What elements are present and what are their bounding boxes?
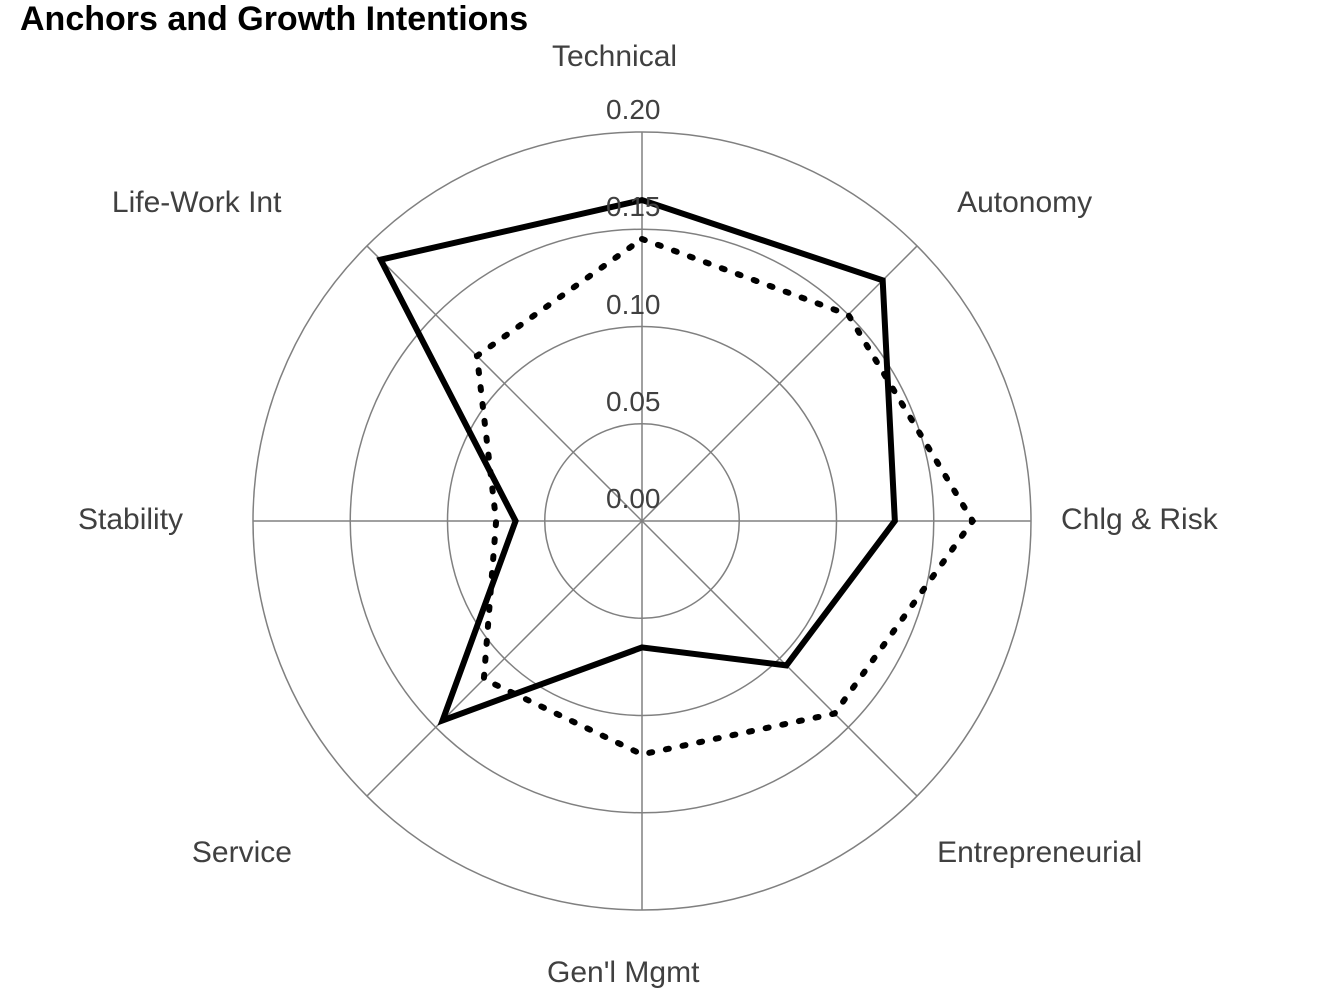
radar-chart-canvas: Anchors and Growth Intentions TechnicalA…	[0, 0, 1327, 993]
series-group	[381, 200, 973, 754]
grid-spokes	[253, 132, 1031, 910]
axis-label: Gen'l Mgmt	[547, 956, 699, 990]
series-dotted-series	[477, 239, 973, 754]
axis-label: Technical	[552, 40, 677, 74]
grid-spoke	[367, 246, 642, 521]
axis-label: Service	[192, 836, 292, 870]
grid-spoke	[367, 521, 642, 796]
axis-label: Life-Work Int	[112, 186, 282, 220]
ring-label: 0.10	[606, 289, 661, 321]
grid-spoke	[642, 246, 917, 521]
ring-label: 0.00	[606, 483, 661, 515]
axis-label: Stability	[78, 503, 183, 537]
axis-label: Chlg & Risk	[1061, 503, 1218, 537]
axis-label: Entrepreneurial	[937, 836, 1142, 870]
ring-label: 0.05	[606, 386, 661, 418]
ring-label: 0.20	[606, 94, 661, 126]
ring-label: 0.15	[606, 191, 661, 223]
axis-label: Autonomy	[957, 186, 1092, 220]
